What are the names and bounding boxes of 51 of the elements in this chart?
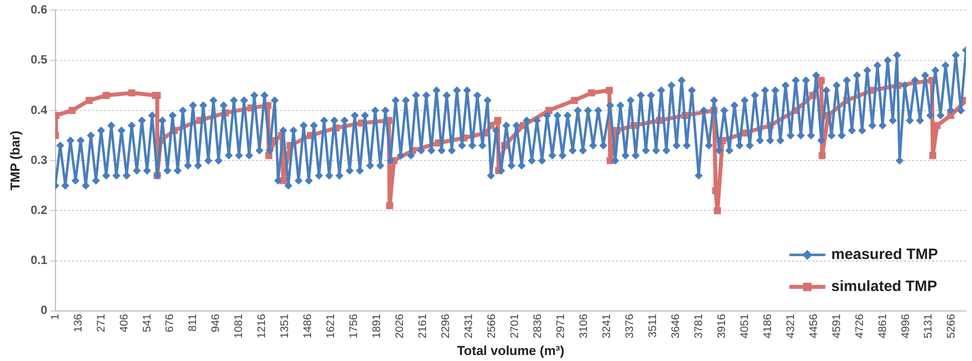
x-axis-title: Total volume (m³) (456, 342, 564, 358)
x-tick-label: 2701 (509, 314, 522, 338)
x-tick-label: 1216 (256, 314, 268, 338)
x-tick-label: 946 (210, 314, 222, 332)
x-tick-label: 2161 (417, 314, 430, 338)
x-tick-label: 5266 (946, 314, 958, 338)
legend-label: simulated TMP (831, 278, 938, 296)
x-tick-label: 3241 (600, 314, 613, 338)
x-tick-label: 1081 (233, 314, 246, 338)
x-tick-label: 4186 (762, 314, 774, 338)
x-tick-label: 1486 (302, 314, 314, 338)
y-tick-label: 0.3 (30, 152, 48, 167)
x-tick-label: 4321 (784, 314, 797, 338)
x-tick-label: 3106 (578, 314, 590, 338)
x-tick-label: 2296 (440, 314, 452, 338)
x-tick-label: 2026 (394, 314, 406, 338)
x-tick-label: 1891 (371, 314, 384, 338)
x-tick-label: 676 (164, 314, 176, 332)
y-axis-title: TMP (bar) (7, 130, 22, 190)
y-tick-label: 0.6 (30, 2, 48, 17)
x-tick-label: 136 (72, 314, 84, 332)
x-tick-label: 4051 (738, 314, 751, 338)
x-tick-label: 2971 (554, 314, 567, 338)
x-tick-label: 4726 (854, 314, 866, 338)
x-tick-label: 2566 (486, 314, 498, 338)
x-tick-label: 811 (187, 314, 200, 332)
x-tick-label: 3916 (716, 314, 728, 338)
x-tick-label: 541 (141, 314, 154, 332)
x-tick-label: 4591 (830, 314, 843, 338)
y-tick-label: 0.2 (30, 203, 48, 217)
y-tick-label: 0.1 (30, 253, 48, 268)
legend-label: measured TMP (831, 246, 938, 264)
y-tick-label: 0.4 (30, 102, 48, 117)
x-tick-label: 3511 (646, 314, 659, 338)
x-tick-label: 271 (95, 314, 108, 332)
x-tick-label: 5131 (922, 314, 935, 338)
x-tick-label: 3646 (670, 314, 682, 338)
x-tick-label: 1351 (279, 314, 292, 338)
x-tick-label: 4456 (808, 314, 820, 338)
x-tick-label: 2836 (532, 314, 544, 338)
x-tick-label: 3376 (624, 314, 636, 338)
y-tick-label: 0.5 (30, 52, 48, 67)
x-tick-label: 1 (49, 314, 62, 320)
x-tick-label: 1756 (348, 314, 360, 338)
x-tick-label: 3781 (692, 314, 705, 338)
y-tick-label: 0 (40, 303, 48, 318)
x-tick-label: 1621 (325, 314, 338, 338)
x-tick-label: 4861 (876, 314, 889, 338)
x-tick-label: 4996 (900, 314, 912, 338)
x-tick-label: 2431 (463, 314, 476, 338)
x-tick-label: 406 (118, 314, 130, 332)
